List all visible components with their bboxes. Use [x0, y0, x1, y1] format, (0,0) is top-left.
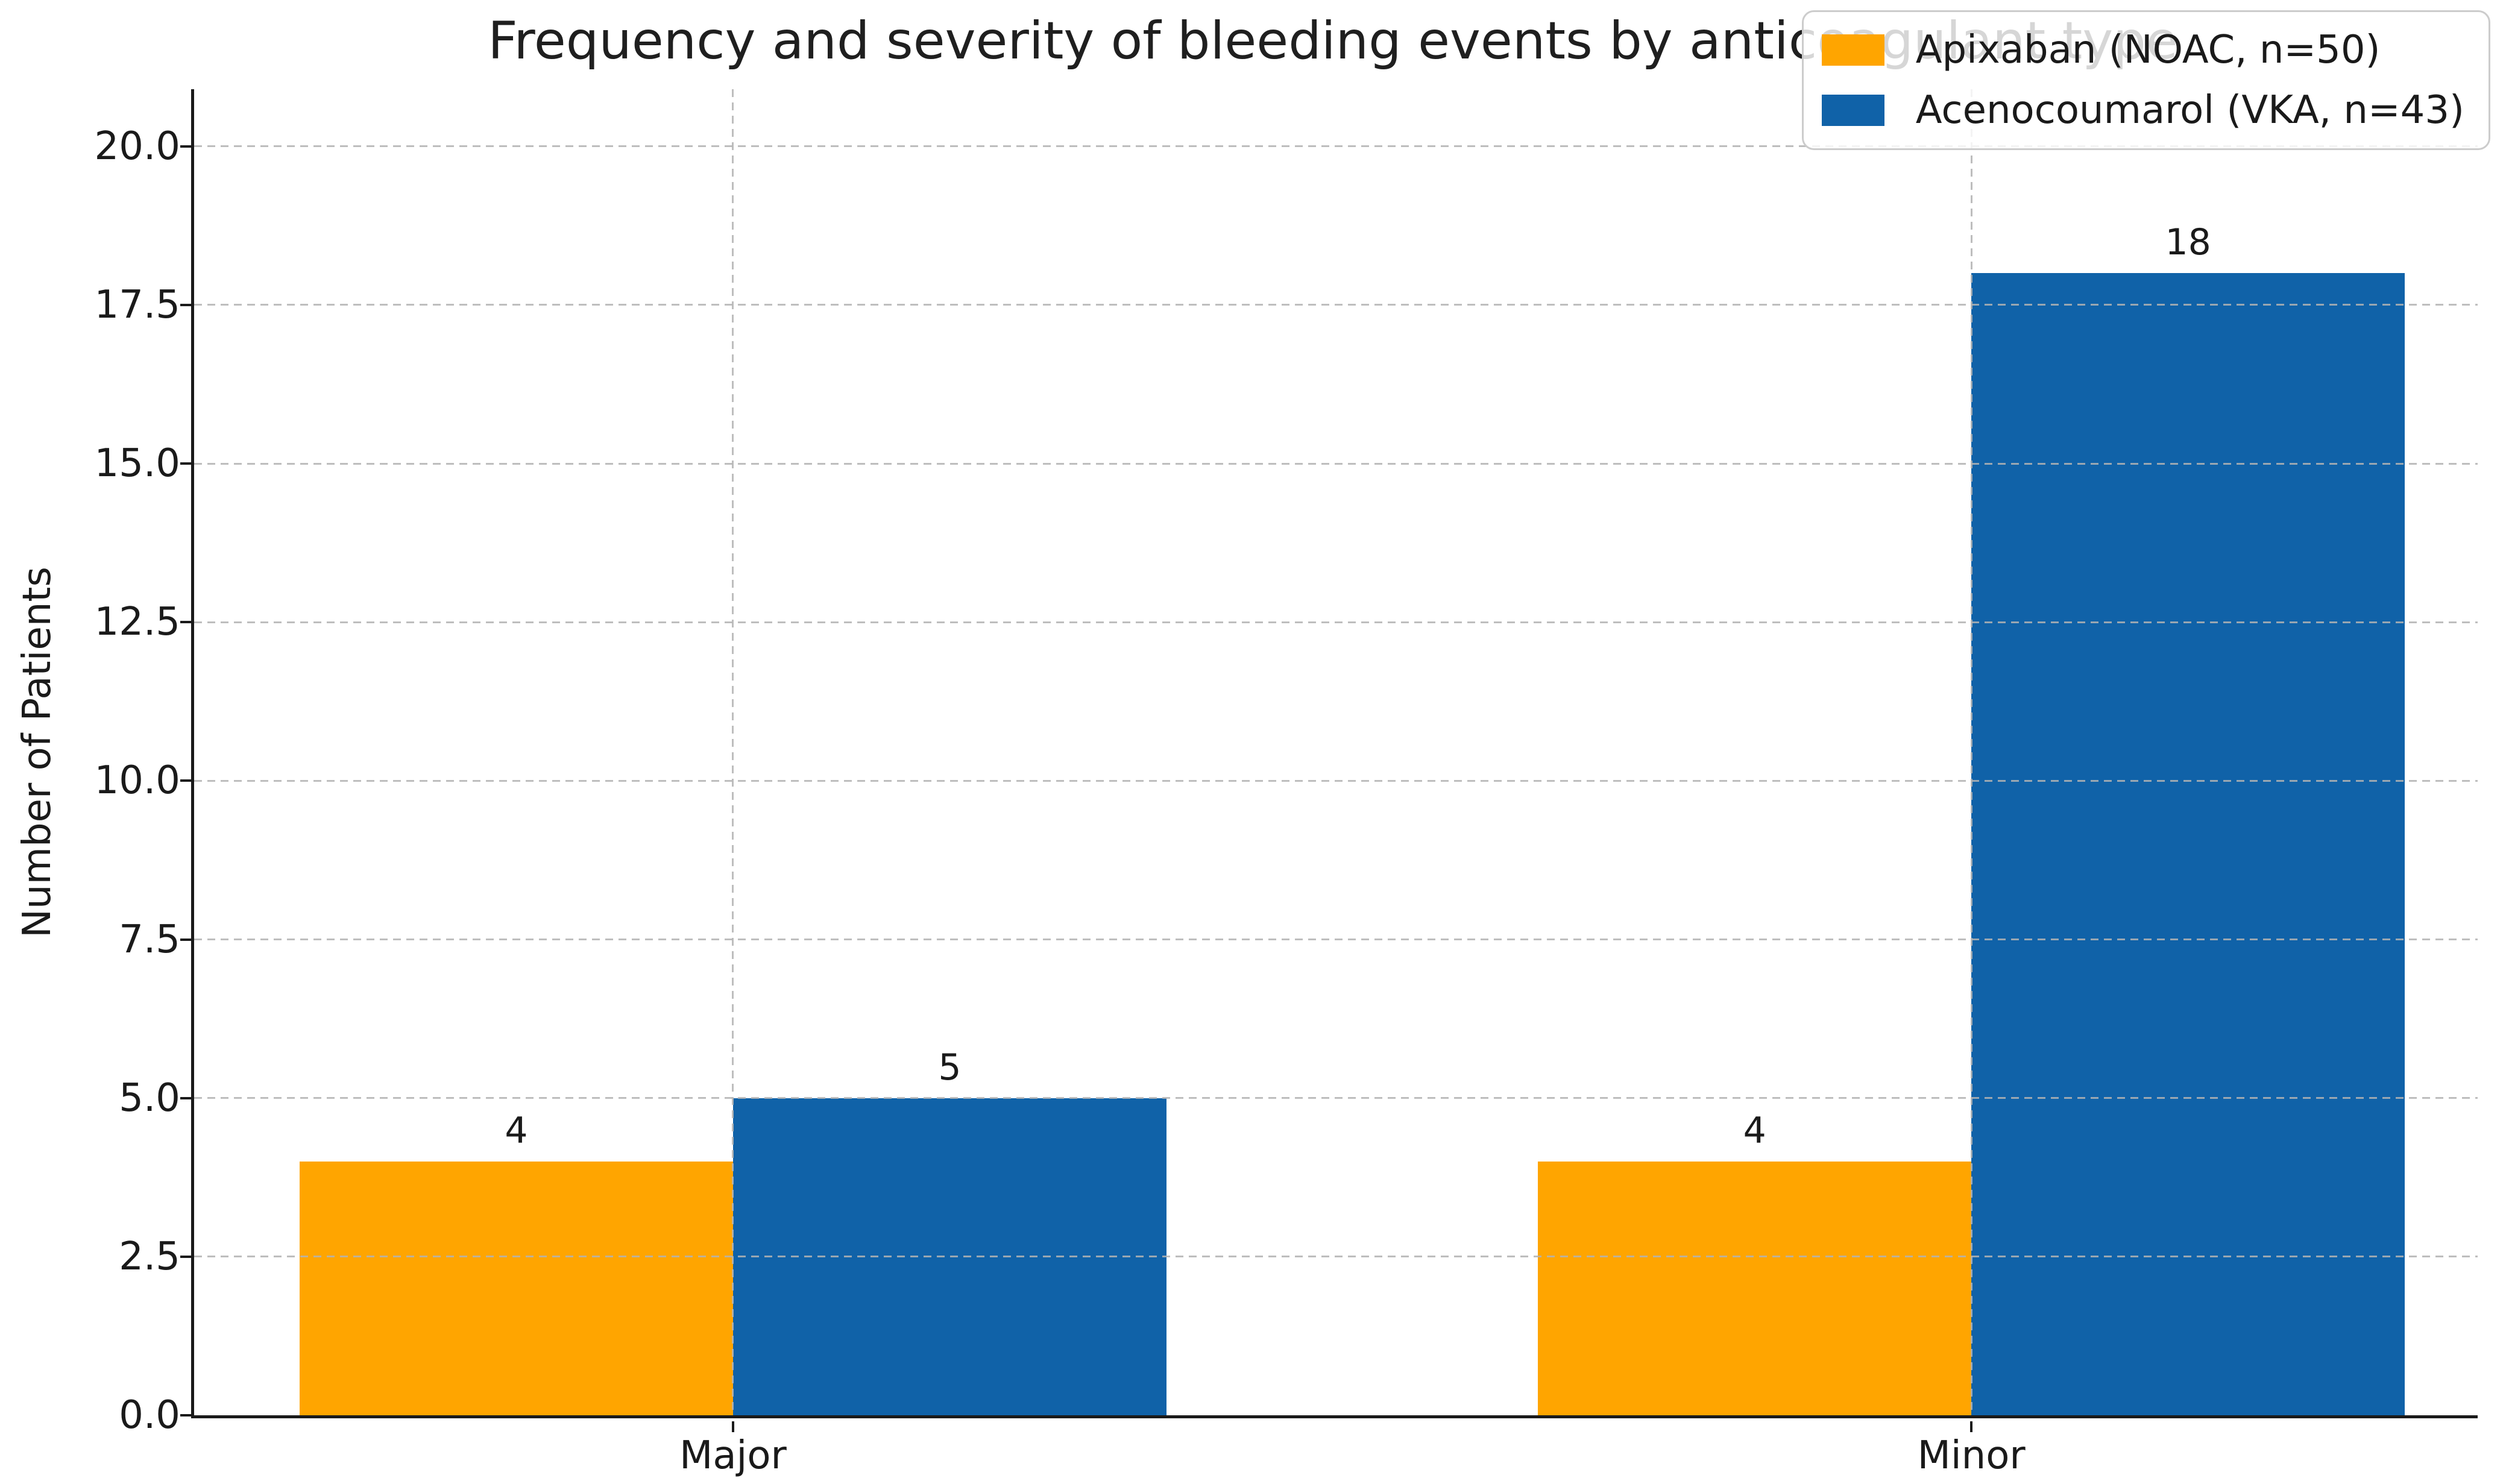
y-gridline [194, 145, 2478, 148]
x-tick-mark [731, 1421, 734, 1432]
bar-value-label: 4 [1743, 1109, 1766, 1152]
y-gridline [194, 939, 2478, 941]
legend-entry-acenocoumarol: Acenocoumarol (VKA, n=43) [1821, 88, 2464, 133]
y-gridline [194, 779, 2478, 782]
y-tick-label: 15.0 [94, 441, 181, 486]
y-tick-mark [180, 779, 191, 782]
y-tick-mark [180, 462, 191, 465]
x-tick-label-major: Major [679, 1433, 787, 1478]
plot-area: 0.0 2.5 5.0 7.5 10.0 12.5 15.0 17.5 20.0 Major Min… [95, 89, 2478, 1478]
y-tick-label: 17.5 [94, 282, 181, 327]
legend-label-acenocoumarol: Acenocoumarol (VKA, n=43) [1915, 88, 2464, 133]
y-tick-mark [180, 938, 191, 941]
y-tick-label: 5.0 [119, 1075, 180, 1121]
y-tick-label: 0.0 [119, 1393, 180, 1438]
y-tick-label: 7.5 [119, 917, 180, 962]
y-gridline [194, 621, 2478, 623]
y-tick-mark [180, 621, 191, 624]
legend-entry-apixaban: Apixaban (NOAC, n=50) [1821, 28, 2464, 72]
legend: Apixaban (NOAC, n=50) Acenocoumarol (VKA… [1801, 10, 2490, 150]
legend-swatch-acenocoumarol [1821, 95, 1884, 126]
y-gridline [194, 462, 2478, 465]
bar-value-label: 5 [938, 1046, 962, 1089]
y-tick-label: 12.5 [94, 600, 181, 645]
y-tick-mark [180, 303, 191, 306]
x-gridline [1970, 89, 1972, 1415]
y-tick-label: 20.0 [94, 124, 181, 169]
bar-major-series0 [299, 1161, 733, 1415]
y-tick-mark [180, 1414, 191, 1416]
y-tick-mark [180, 145, 191, 148]
bar-value-label: 4 [505, 1109, 528, 1152]
x-tick-mark [1970, 1421, 1973, 1432]
x-gridline [732, 89, 734, 1415]
y-gridline [194, 1256, 2478, 1258]
y-tick-mark [180, 1096, 191, 1099]
y-axis-label: Number of Patients [15, 567, 60, 938]
y-tick-label: 10.0 [94, 758, 181, 803]
y-tick-label: 2.5 [119, 1234, 180, 1279]
y-gridline [194, 1097, 2478, 1099]
y-gridline [194, 304, 2478, 306]
bar-minor-series1 [1971, 273, 2405, 1415]
legend-label-apixaban: Apixaban (NOAC, n=50) [1915, 28, 2381, 72]
legend-swatch-apixaban [1821, 34, 1884, 66]
x-tick-label-minor: Minor [1917, 1433, 2026, 1478]
bar-minor-series0 [1538, 1161, 1972, 1415]
y-tick-mark [180, 1255, 191, 1258]
bar-value-label: 18 [2165, 221, 2211, 264]
